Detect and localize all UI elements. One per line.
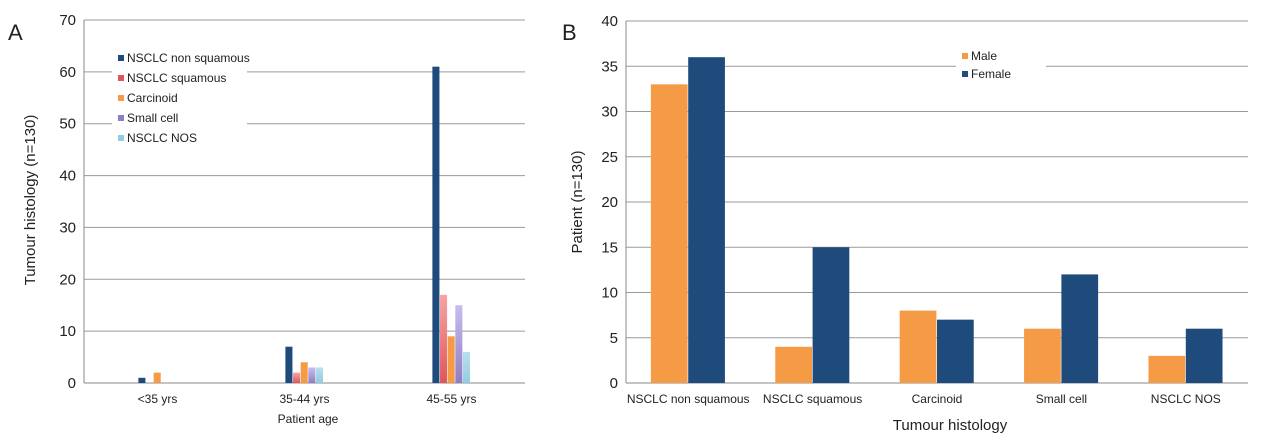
chart-b: B Patient (n=130) 0 5 10 15 20 25 30 35 40 NSCLC… [562, 13, 1248, 434]
b-y-tick-label: 0 [610, 375, 618, 392]
chart-b-y-ticks: 0 5 10 15 20 25 30 35 40 [601, 13, 618, 392]
b-bar-female-4 [1185, 328, 1223, 383]
a-y-tick-label: 10 [59, 323, 76, 340]
b-y-tick-label: 40 [601, 13, 618, 30]
b-x-tick-label: Small cell [1036, 392, 1087, 406]
a-bar-nsclc-non-squamous-0 [138, 377, 146, 383]
b-y-tick-label: 15 [601, 239, 618, 256]
chart-b-x-ticks: NSCLC non squamous NSCLC squamous Carcinoi… [627, 392, 1221, 406]
chart-a-panel-label: A [8, 20, 23, 45]
b-x-tick-label: NSCLC squamous [763, 392, 862, 406]
a-bar-nsclc-squamous-2 [440, 294, 448, 383]
a-bar-nsclc-non-squamous-2 [432, 66, 440, 384]
a-bar-carcinoid-2 [447, 336, 455, 383]
a-bar-small-cell-2 [455, 305, 463, 383]
chart-b-x-axis-label: Tumour histology [893, 417, 1008, 434]
b-bar-female-3 [1061, 274, 1099, 383]
a-y-tick-label: 50 [59, 116, 76, 133]
b-legend-label: Female [971, 67, 1011, 81]
a-y-tick-label: 30 [59, 219, 76, 236]
a-legend-label: Carcinoid [127, 91, 178, 105]
b-y-tick-label: 5 [610, 330, 618, 347]
a-y-tick-label: 40 [59, 168, 76, 185]
b-legend-label: Male [971, 49, 997, 63]
chart-a-x-axis-label: Patient age [278, 412, 339, 426]
b-y-tick-label: 20 [601, 194, 618, 211]
a-y-tick-label: 20 [59, 271, 76, 288]
b-bar-male-0 [650, 84, 688, 383]
chart-a-legend: NSCLC non squamous NSCLC squamous Carcinoi… [112, 44, 250, 150]
a-legend-swatch [118, 95, 124, 101]
chart-a-y-axis-label: Tumour histology (n=130) [22, 115, 39, 286]
b-x-tick-label: Carcinoid [912, 392, 963, 406]
a-bar-nsclc-non-squamous-1 [285, 346, 293, 383]
a-legend-swatch [118, 55, 124, 61]
b-x-tick-label: NSCLC NOS [1151, 392, 1221, 406]
b-bar-female-0 [688, 57, 725, 383]
a-bar-carcinoid-1 [300, 362, 308, 383]
chart-a: A Tumour histology (n=130) 0 10 20 30 40 50 60… [8, 12, 525, 426]
a-y-tick-label: 0 [68, 375, 76, 392]
a-legend-label: Small cell [127, 111, 178, 125]
b-y-tick-label: 35 [601, 58, 618, 75]
a-y-tick-label: 70 [59, 12, 76, 29]
chart-b-legend-box [956, 44, 1046, 80]
chart-a-bars [138, 66, 471, 384]
b-y-tick-label: 10 [601, 285, 618, 302]
chart-b-panel-label: B [562, 20, 577, 45]
b-bar-male-2 [899, 310, 937, 383]
chart-a-y-ticks: 0 10 20 30 40 50 60 70 [59, 12, 76, 392]
chart-b-y-axis-label: Patient (n=130) [569, 151, 586, 254]
b-legend-swatch [962, 71, 968, 77]
a-bar-carcinoid-0 [153, 372, 161, 383]
a-legend-label: NSCLC squamous [127, 71, 226, 85]
a-bar-nsclc-squamous-1 [293, 372, 301, 383]
a-legend-label: NSCLC NOS [127, 131, 197, 145]
b-legend-swatch [962, 53, 968, 59]
b-y-tick-label: 25 [601, 149, 618, 166]
b-bar-female-2 [937, 319, 974, 383]
chart-a-legend-box [112, 44, 247, 150]
a-x-tick-label: 45-55 yrs [426, 392, 476, 406]
a-legend-label: NSCLC non squamous [127, 51, 250, 65]
chart-b-legend: Male Female [956, 44, 1046, 81]
a-legend-swatch [118, 135, 124, 141]
b-x-tick-label: NSCLC non squamous [627, 392, 750, 406]
a-y-tick-label: 60 [59, 64, 76, 81]
b-bar-male-3 [1024, 328, 1061, 383]
a-bar-nsclc-nos-1 [315, 367, 324, 383]
a-legend-swatch [118, 115, 124, 121]
a-x-tick-label: 35-44 yrs [279, 392, 329, 406]
a-bar-small-cell-1 [308, 367, 316, 383]
chart-a-x-ticks: <35 yrs 35-44 yrs 45-55 yrs [138, 392, 477, 406]
b-bar-male-4 [1148, 355, 1186, 383]
a-legend-swatch [118, 75, 124, 81]
a-bar-nsclc-nos-2 [462, 351, 471, 383]
b-bar-male-1 [775, 346, 812, 383]
b-y-tick-label: 30 [601, 104, 618, 121]
b-bar-female-1 [812, 247, 850, 383]
chart-b-bars [650, 57, 1223, 383]
a-x-tick-label: <35 yrs [138, 392, 178, 406]
